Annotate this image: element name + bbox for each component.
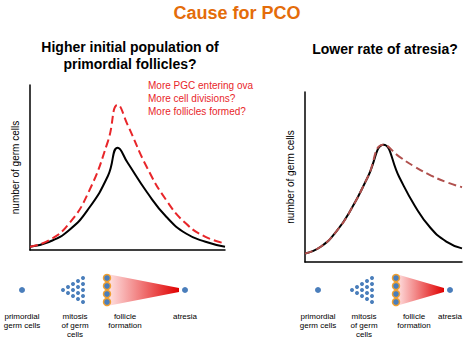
- svg-text:follicle: follicle: [403, 312, 426, 321]
- svg-text:More cell divisions?: More cell divisions?: [148, 93, 236, 104]
- svg-text:formation: formation: [108, 321, 141, 330]
- svg-text:atresia: atresia: [173, 312, 198, 321]
- svg-text:primordial follicles?: primordial follicles?: [63, 56, 196, 72]
- svg-text:atresia: atresia: [438, 312, 463, 321]
- svg-text:primordial: primordial: [4, 312, 39, 321]
- svg-text:More PGC entering ova: More PGC entering ova: [148, 80, 253, 91]
- svg-text:number of germ cells: number of germ cells: [10, 121, 21, 214]
- svg-text:Higher initial population of: Higher initial population of: [41, 39, 219, 55]
- svg-text:mitosis: mitosis: [63, 312, 88, 321]
- svg-text:follicle: follicle: [114, 312, 137, 321]
- svg-text:More follicles formed?: More follicles formed?: [148, 106, 246, 117]
- svg-text:cells: cells: [67, 330, 83, 339]
- svg-text:mitosis: mitosis: [352, 312, 377, 321]
- svg-text:germ cells: germ cells: [4, 321, 40, 330]
- svg-text:of germ: of germ: [61, 321, 88, 330]
- svg-text:number of germ cells: number of germ cells: [285, 130, 296, 223]
- svg-text:cells: cells: [356, 330, 372, 339]
- svg-text:germ cells: germ cells: [300, 321, 336, 330]
- svg-text:of germ: of germ: [350, 321, 377, 330]
- svg-text:Cause for PCO: Cause for PCO: [173, 3, 300, 23]
- svg-text:formation: formation: [397, 321, 430, 330]
- svg-text:Lower rate of atresia?: Lower rate of atresia?: [312, 41, 458, 57]
- svg-text:primordial: primordial: [300, 312, 335, 321]
